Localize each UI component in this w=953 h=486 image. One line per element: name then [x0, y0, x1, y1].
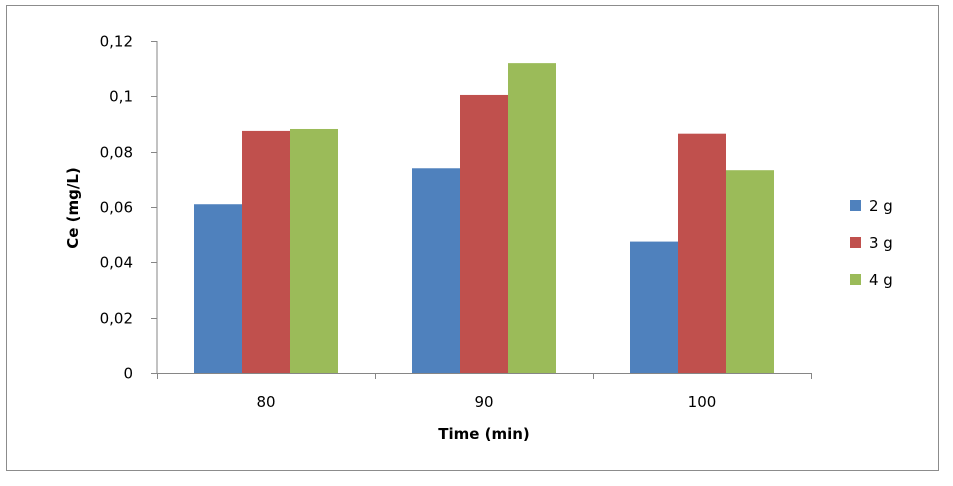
y-tick-label: 0,08 — [100, 144, 133, 162]
legend-swatch — [850, 200, 861, 211]
y-axis: 0 0,02 0,04 0,06 0,08 0,1 0,12 — [100, 33, 158, 383]
x-tick-label: 90 — [474, 393, 493, 411]
y-axis-title: Ce (mg/L) — [64, 167, 82, 249]
bar — [412, 168, 460, 373]
legend-label: 2 g — [869, 197, 893, 215]
y-tick-label: 0,12 — [100, 33, 133, 51]
bar — [290, 128, 338, 373]
y-tick-label: 0,1 — [109, 88, 133, 106]
legend-swatch — [850, 237, 861, 248]
legend: 2 g 3 g 4 g — [850, 197, 893, 289]
bar — [242, 130, 290, 373]
bar — [508, 63, 556, 374]
bar — [678, 133, 726, 373]
bars — [194, 63, 774, 374]
x-tick-label: 100 — [688, 393, 717, 411]
bar — [460, 94, 508, 373]
y-tick-label: 0 — [123, 365, 133, 383]
y-tick-label: 0,06 — [100, 199, 133, 217]
bar — [726, 170, 774, 373]
x-tick-label: 80 — [256, 393, 275, 411]
bar — [194, 204, 242, 373]
bar — [630, 241, 678, 373]
x-axis-title: Time (min) — [438, 425, 530, 443]
x-axis: 80 90 100 — [157, 373, 812, 411]
y-tick-label: 0,02 — [100, 310, 133, 328]
legend-label: 3 g — [869, 234, 893, 252]
y-tick-label: 0,04 — [100, 254, 133, 272]
legend-swatch — [850, 274, 861, 285]
legend-label: 4 g — [869, 271, 893, 289]
